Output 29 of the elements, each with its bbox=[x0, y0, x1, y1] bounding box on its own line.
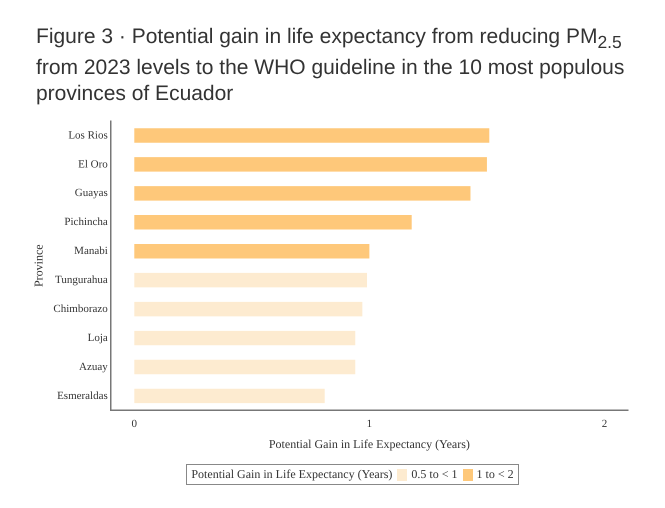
bar bbox=[134, 331, 356, 346]
bar bbox=[134, 215, 412, 230]
chart-title: Figure 3 · Potential gain in life expectancy from reducing PM$_{2.5}$ from 2023 levels to the WHO guideline in the 10 most populous provinces of Ecuador bbox=[35, 24, 626, 108]
bar bbox=[134, 273, 368, 288]
x-axis-title: Potential Gain in Life Expectancy (Years) bbox=[268, 437, 470, 452]
bar bbox=[134, 244, 370, 259]
y-tick-label: El Oro bbox=[78, 158, 108, 170]
y-tick-label: Azuay bbox=[79, 361, 108, 374]
y-axis-title: Province bbox=[31, 244, 46, 288]
legend-title: Potential Gain in Life Expectancy (Years) bbox=[191, 467, 392, 482]
y-tick-label: Pichincha bbox=[64, 216, 108, 228]
legend-label: 1 to < 2 bbox=[476, 467, 514, 482]
y-tick-label: Tungurahua bbox=[55, 274, 108, 286]
y-tick-label: Esmeraldas bbox=[57, 390, 108, 402]
y-tick-label: Los Rios bbox=[68, 130, 108, 142]
bar bbox=[134, 128, 490, 143]
y-tick-label: Loja bbox=[88, 332, 108, 344]
bar bbox=[134, 388, 325, 404]
bar bbox=[134, 302, 362, 317]
x-tick-label: 1 bbox=[366, 418, 372, 430]
x-tick-label: 2 bbox=[602, 418, 608, 430]
y-tick-label: Manabi bbox=[74, 245, 108, 258]
bar bbox=[134, 360, 356, 374]
x-tick-label: 0 bbox=[132, 418, 138, 430]
y-tick-label: Chimborazo bbox=[53, 303, 108, 316]
y-tick-label: Guayas bbox=[74, 187, 108, 200]
legend-label: 0.5 to < 1 bbox=[411, 467, 458, 482]
bar bbox=[134, 186, 470, 201]
bar bbox=[134, 157, 487, 172]
